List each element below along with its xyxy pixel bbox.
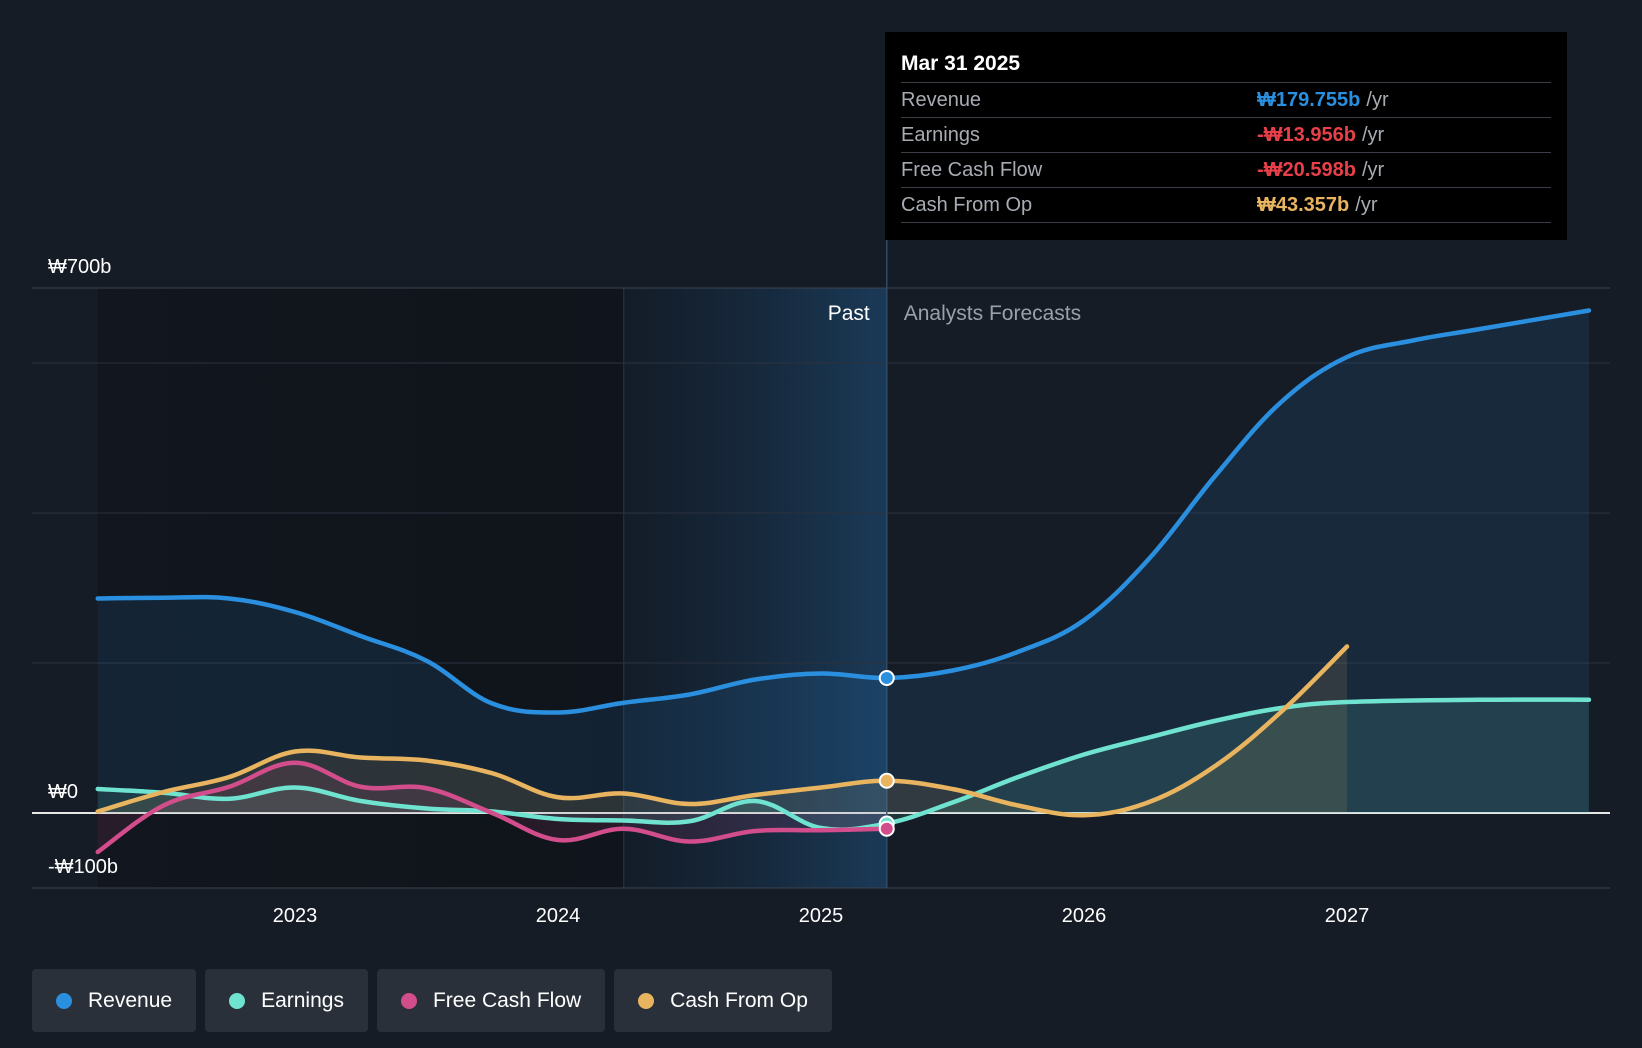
earnings-area (97, 699, 1589, 830)
free-cash-flow-line (95, 760, 889, 855)
y-tick-label: -₩100b (48, 856, 118, 878)
highlight-region (623, 288, 887, 888)
tooltip-label: Earnings (901, 124, 980, 146)
tooltip-label: Revenue (901, 89, 982, 111)
tooltip-value: -₩20.598b (1257, 159, 1356, 181)
tooltip-value: ₩179.755b (1257, 89, 1361, 111)
tooltip-unit: /yr (1366, 89, 1389, 111)
legend-item-free-cash-flow[interactable]: Free Cash Flow (376, 969, 606, 1032)
tooltip-label: Free Cash Flow (901, 159, 1043, 181)
legend-dot-icon (229, 992, 246, 1009)
earnings-line (95, 697, 1592, 832)
legend-item-revenue[interactable]: Revenue (32, 969, 197, 1032)
tooltip-value: -₩13.956b (1257, 124, 1356, 146)
revenue-marker (878, 670, 895, 686)
legend-dot-icon (56, 992, 72, 1009)
tooltip-row-free-cash-flow: Free Cash Flow -₩20.598b /yr (901, 152, 1551, 187)
legend: Revenue Earnings Free Cash Flow Cash Fro… (32, 969, 832, 1032)
legend-dot-icon (400, 992, 417, 1009)
legend-item-cash-from-op[interactable]: Cash From Op (614, 969, 832, 1032)
revenue-area (97, 310, 1589, 813)
tooltip-row-cash-from-op: Cash From Op ₩43.357b /yr (901, 187, 1551, 223)
financial-chart: ₩700b ₩0 -₩100b 2023 2024 2025 2026 2027 Past Ana… (32, 240, 1610, 927)
tooltip: Mar 31 2025 Revenue ₩179.755b /yr Earnin… (885, 32, 1567, 240)
x-tick-label: 2024 (536, 905, 581, 927)
legend-label: Free Cash Flow (432, 988, 582, 1012)
revenue-line (95, 308, 1592, 715)
legend-dot-icon (638, 992, 655, 1009)
free-cash-flow-marker (878, 820, 895, 837)
cash-from-op-marker (878, 772, 895, 789)
tooltip-unit: /yr (1355, 194, 1378, 216)
legend-label: Earnings (261, 988, 344, 1012)
legend-item-earnings[interactable]: Earnings (205, 969, 368, 1032)
tooltip-row-earnings: Earnings -₩13.956b /yr (901, 117, 1551, 152)
tooltip-unit: /yr (1361, 124, 1385, 146)
x-tick-label: 2026 (1062, 905, 1107, 927)
x-tick-label: 2023 (273, 905, 318, 927)
legend-label: Cash From Op (670, 988, 808, 1012)
past-label: Past (828, 302, 870, 325)
tooltip-row-revenue: Revenue ₩179.755b /yr (901, 82, 1551, 117)
cash-from-op-line (95, 644, 1350, 818)
tooltip-unit: /yr (1361, 159, 1385, 181)
tooltip-value: ₩43.357b (1257, 194, 1350, 216)
free-cash-flow-area (97, 762, 887, 852)
legend-label: Revenue (88, 988, 173, 1012)
x-tick-label: 2025 (799, 905, 844, 927)
y-tick-label: ₩0 (48, 781, 78, 803)
tooltip-label: Cash From Op (901, 194, 1033, 216)
tooltip-date: Mar 31 2025 (901, 52, 1021, 75)
x-tick-label: 2027 (1325, 905, 1370, 927)
y-tick-label: ₩700b (48, 256, 111, 278)
forecast-label: Analysts Forecasts (904, 302, 1081, 325)
cash-from-op-area (97, 646, 1347, 816)
